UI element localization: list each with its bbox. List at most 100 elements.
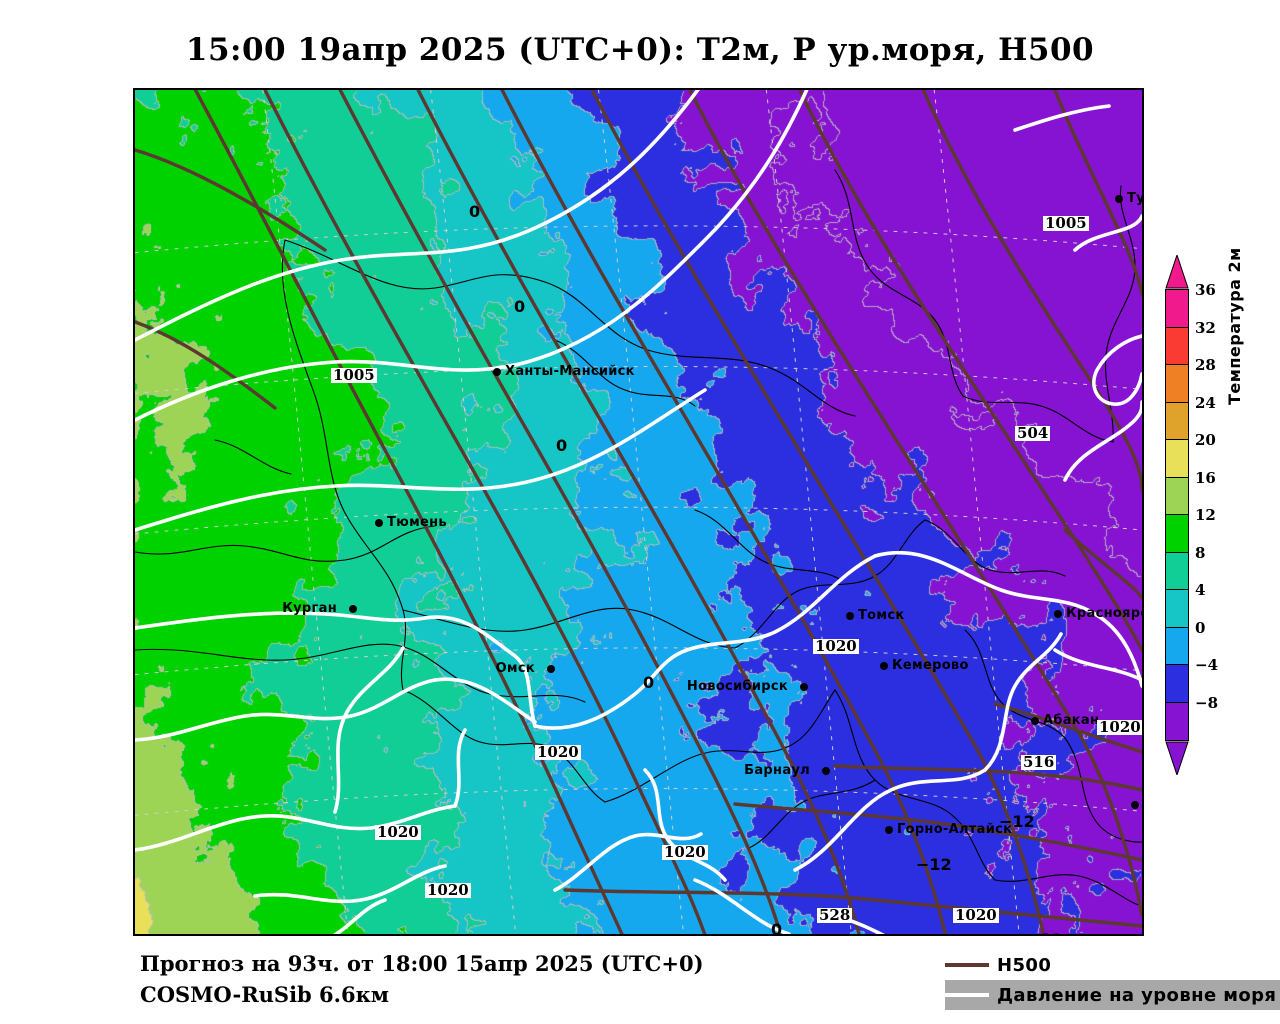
graticule-meridian bbox=[430, 90, 517, 934]
graticule-parallel bbox=[135, 506, 1142, 535]
city-dot-icon bbox=[1115, 195, 1123, 203]
slp-isobar bbox=[433, 677, 537, 724]
admin-border bbox=[994, 874, 1142, 907]
footer: Прогноз на 93ч. от 18:00 15апр 2025 (UTC… bbox=[140, 948, 704, 1010]
colorbar-band bbox=[1166, 365, 1188, 403]
colorbar-under-arrow bbox=[1165, 741, 1189, 775]
colorbar-tick-label: 4 bbox=[1195, 581, 1206, 599]
slp-isobar bbox=[1063, 400, 1142, 482]
slp-isobar bbox=[253, 864, 447, 904]
city-label: Новосибирск bbox=[686, 679, 788, 694]
colorbar-band bbox=[1166, 627, 1188, 665]
colorbar-tick-label: 8 bbox=[1195, 543, 1206, 562]
graticule-meridian bbox=[765, 90, 852, 934]
admin-border bbox=[135, 525, 436, 562]
city-dot-icon bbox=[1131, 801, 1139, 809]
city-label: Кызыл bbox=[1143, 797, 1144, 812]
contour-label: −12 bbox=[999, 812, 1035, 831]
h500-contour bbox=[733, 802, 1142, 862]
slp-isobar bbox=[135, 90, 700, 342]
footer-model-line: COSMO-RuSib 6.6км bbox=[140, 982, 389, 1007]
h500-contour bbox=[338, 90, 783, 934]
slp-isobar bbox=[873, 550, 1142, 688]
colorbar-band bbox=[1166, 515, 1188, 553]
h500-contour bbox=[416, 90, 861, 934]
legend-row: Н500 bbox=[945, 950, 1280, 980]
contour-label: 1005 bbox=[1043, 214, 1089, 232]
contour-label: 1020 bbox=[425, 881, 471, 899]
slp-isobar bbox=[793, 768, 987, 872]
admin-border bbox=[281, 239, 407, 691]
admin-border bbox=[734, 519, 926, 649]
contour-label: 0 bbox=[469, 202, 481, 221]
slp-isobar bbox=[1053, 648, 1142, 682]
temperature-field-canvas bbox=[135, 90, 1142, 934]
h500-contour bbox=[1063, 528, 1142, 600]
slp-isobar bbox=[333, 646, 405, 814]
slp-isobar bbox=[135, 804, 457, 852]
city-label: Томск bbox=[858, 608, 905, 623]
city-dot-icon bbox=[846, 612, 854, 620]
colorbar-tick-label: 0 bbox=[1195, 618, 1206, 637]
h500-contour bbox=[993, 702, 1142, 754]
graticule-parallel bbox=[135, 366, 1142, 394]
contour-label: 516 bbox=[1021, 753, 1057, 771]
city-dot-icon bbox=[1054, 610, 1062, 618]
slp-isobar bbox=[135, 90, 809, 422]
contour-label: 1020 bbox=[662, 843, 708, 861]
legend-label: Н500 bbox=[997, 954, 1052, 976]
legend-line-swatch bbox=[945, 993, 989, 997]
h500-contour bbox=[135, 320, 277, 410]
graticule-parallel bbox=[135, 225, 1142, 254]
graticule-meridian bbox=[598, 90, 684, 934]
colorbar-bands bbox=[1165, 289, 1189, 741]
city-label: Абакан bbox=[1043, 713, 1100, 728]
city-label: Барнаул bbox=[744, 763, 810, 778]
contour-label: 1020 bbox=[375, 823, 421, 841]
slp-isobar bbox=[453, 728, 467, 808]
city-label: Горно-Алтайск bbox=[897, 822, 1013, 837]
legend-label: Давление на уровне моря bbox=[997, 984, 1277, 1006]
admin-border bbox=[1104, 185, 1136, 443]
city-dot-icon bbox=[1031, 717, 1039, 725]
city-dot-icon bbox=[822, 767, 830, 775]
admin-border bbox=[834, 169, 964, 397]
city-dot-icon bbox=[493, 368, 501, 376]
admin-border bbox=[214, 439, 292, 475]
contour-label: 0 bbox=[643, 673, 655, 692]
contour-label: −12 bbox=[1027, 930, 1063, 934]
city-label: Курган bbox=[282, 601, 337, 616]
h500-contour bbox=[921, 90, 1142, 492]
colorbar-title: Температура 2м bbox=[1225, 247, 1244, 405]
page-title: 15:00 19апр 2025 (UTC+0): Т2м, Р ур.моря… bbox=[185, 32, 1095, 68]
legend-line-swatch bbox=[945, 963, 989, 967]
city-label: Кемерово bbox=[892, 658, 969, 673]
h500-contour bbox=[1053, 90, 1142, 296]
graticule-parallel bbox=[135, 788, 1142, 816]
colorbar-band bbox=[1166, 402, 1188, 440]
contour-label: 1005 bbox=[331, 366, 377, 384]
colorbar-band bbox=[1166, 290, 1188, 328]
legend-row: Давление на уровне моря bbox=[945, 980, 1280, 1010]
colorbar-band bbox=[1166, 702, 1188, 740]
city-label: Красноярск bbox=[1066, 606, 1142, 621]
contour-label: 1020 bbox=[813, 637, 859, 655]
h500-contour bbox=[193, 90, 624, 934]
city-label: Тура bbox=[1127, 191, 1144, 206]
h500-contour bbox=[563, 888, 1142, 928]
admin-border bbox=[402, 689, 606, 803]
map-panel[interactable]: Ханты-Мансийск Тюмень Курган Омск Новосибирс… bbox=[133, 88, 1144, 936]
contour-label: 528 bbox=[817, 906, 853, 924]
admin-border bbox=[284, 239, 856, 417]
colorbar-band bbox=[1166, 327, 1188, 365]
slp-isobar bbox=[332, 898, 387, 934]
colorbar-band bbox=[1166, 477, 1188, 515]
slp-isobar bbox=[135, 611, 427, 630]
slp-isobar bbox=[135, 388, 707, 532]
h500-contour bbox=[135, 148, 327, 252]
city-label: Омск bbox=[495, 661, 535, 676]
admin-border bbox=[1064, 737, 1142, 843]
contour-label: 1020 bbox=[535, 743, 581, 761]
graticule-meridian bbox=[933, 90, 1020, 934]
